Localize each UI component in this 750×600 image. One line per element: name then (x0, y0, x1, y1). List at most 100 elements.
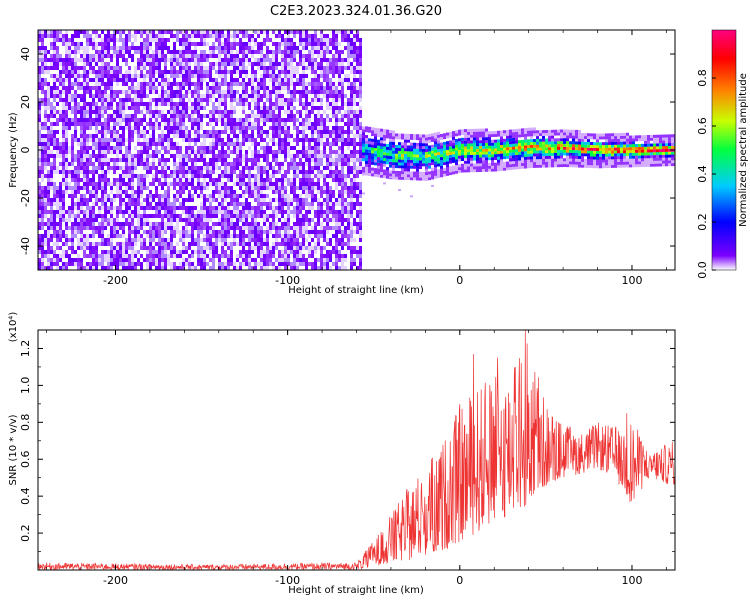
spectrogram-cell (197, 238, 200, 242)
spectrogram-cell (98, 90, 101, 94)
spectrogram-cell (62, 90, 65, 94)
spectrogram-cell (194, 242, 197, 246)
spectrogram-cell (125, 170, 128, 174)
spectrogram-cell (308, 150, 311, 154)
spectrogram-cell (281, 182, 284, 186)
spectrogram-cell (257, 66, 260, 70)
spectrogram-cell (293, 254, 296, 258)
spectrogram-cell (263, 70, 266, 74)
spectrogram-cell (248, 34, 251, 38)
spectrogram-cell (251, 94, 254, 98)
spectrogram-cell (137, 102, 140, 106)
spectrogram-cell (77, 254, 80, 258)
spectrogram-cell (125, 74, 128, 78)
spectrogram-cell (329, 186, 332, 190)
spectrogram-cell (104, 206, 107, 210)
spectrogram-cell (137, 186, 140, 190)
spectrogram-cell (95, 50, 98, 54)
spectrogram-cell (74, 54, 77, 58)
spectrogram-cell (77, 58, 80, 62)
spectrogram-cell (260, 42, 263, 46)
spectrogram-cell (134, 266, 137, 270)
spectrogram-cell (65, 86, 68, 90)
spectrogram-cell (41, 194, 44, 198)
spectrogram-cell (323, 166, 326, 170)
spectrogram-cell (53, 78, 56, 82)
spectrogram-cell (284, 238, 287, 242)
spectrogram-cell (287, 98, 290, 102)
spectrogram-cell (353, 50, 356, 54)
spectrogram-cell (290, 50, 293, 54)
spectrogram-cell (299, 110, 302, 114)
spectrogram-cell (329, 62, 332, 66)
spectrogram-cell (125, 70, 128, 74)
spectrogram-cell (62, 214, 65, 218)
spectrogram-cell (281, 242, 284, 246)
spectrogram-cell (269, 206, 272, 210)
spectrogram-cell (221, 154, 224, 158)
spectrogram-cell (236, 118, 239, 122)
spectrogram-cell (164, 242, 167, 246)
spectrogram-cell (260, 206, 263, 210)
spectrogram-cell (68, 246, 71, 250)
spectrogram-cell (176, 114, 179, 118)
spectrogram-cell (113, 198, 116, 202)
spectrogram-cell (347, 234, 350, 238)
spectrogram-cell (38, 78, 41, 82)
spectrogram-cell (173, 126, 176, 130)
spectrogram-cell (98, 146, 101, 150)
spectrogram-cell (251, 166, 254, 170)
spectrogram-cell (122, 182, 125, 186)
spectrogram-cell (140, 74, 143, 78)
spectrogram-cell (53, 202, 56, 206)
spectrogram-cell (341, 178, 344, 182)
spectrogram-cell (134, 98, 137, 102)
spectrogram-cell (128, 242, 131, 246)
spectrogram-cell (338, 182, 341, 186)
spectrogram-cell (266, 74, 269, 78)
spectrogram-cell (98, 70, 101, 74)
spectrogram-cell (323, 78, 326, 82)
spectrogram-cell (62, 262, 65, 266)
spectrogram-cell (149, 182, 152, 186)
spectrogram-cell (305, 202, 308, 206)
spectrogram-cell (272, 106, 275, 110)
spectrogram-cell (209, 90, 212, 94)
spectrogram-cell (290, 178, 293, 182)
spectrogram-cell (323, 58, 326, 62)
spectrogram-cell (155, 98, 158, 102)
spectrogram-cell (134, 238, 137, 242)
spectrogram-cell (137, 194, 140, 198)
spectrogram-cell (203, 150, 206, 154)
spectrogram-cell (320, 138, 323, 142)
spectrogram-cell (128, 70, 131, 74)
spectrogram-cell (194, 174, 197, 178)
spectrogram-cell (218, 102, 221, 106)
spectrogram-cell (224, 90, 227, 94)
spectrogram-cell (320, 30, 323, 34)
spectrogram-cell (293, 82, 296, 86)
spectrogram-cell (182, 130, 185, 134)
spectrogram-cell (71, 98, 74, 102)
spectrogram-cell (206, 222, 209, 226)
spectrogram-cell (104, 70, 107, 74)
spectrogram-cell (278, 186, 281, 190)
spectrogram-cell (146, 246, 149, 250)
spectrogram-cell (293, 34, 296, 38)
spectrogram-cell (311, 226, 314, 230)
spectrogram-cell (260, 126, 263, 130)
spectrogram-cell (308, 34, 311, 38)
spectrogram-cell (128, 38, 131, 42)
spectrogram-cell (290, 118, 293, 122)
spectrogram-cell (332, 110, 335, 114)
spectrogram-cell (341, 182, 344, 186)
spectrogram-cell (305, 222, 308, 226)
spectrogram-cell (161, 102, 164, 106)
spectrogram-cell (242, 222, 245, 226)
spectrogram-cell (98, 94, 101, 98)
spectrogram-cell (233, 262, 236, 266)
spectrogram-cell (203, 154, 206, 158)
spectrogram-cell (191, 30, 194, 34)
spectrogram-cell (320, 74, 323, 78)
spectrogram-cell (179, 94, 182, 98)
